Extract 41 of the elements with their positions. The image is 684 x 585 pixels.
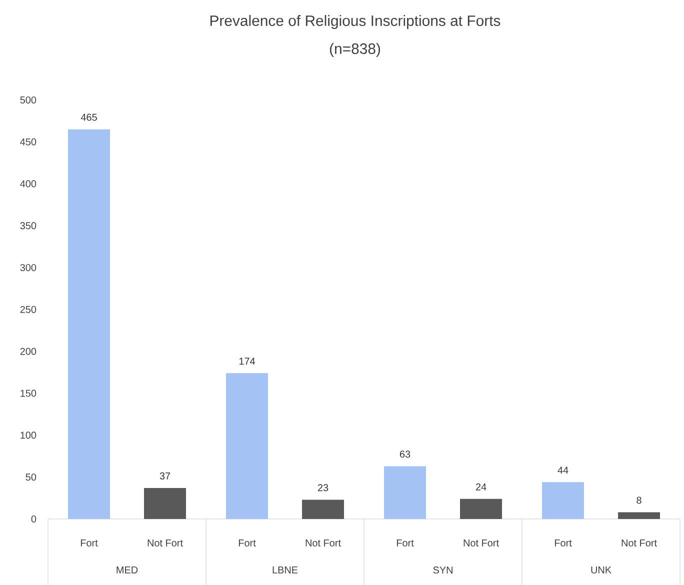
data-label: 8 [636,496,642,504]
text: Not Fort [148,539,183,546]
y-tick-label: 50 [26,473,36,481]
bar [618,512,660,519]
bar [226,373,268,519]
data-label: 23 [318,484,328,492]
y-tick-label: 0 [31,515,36,522]
text: Fort [238,539,256,546]
text: Not Fort [464,539,499,546]
x-tick-label: SYN [433,566,452,574]
y-tick-label: 150 [20,390,36,397]
data-label: 63 [400,450,410,458]
data-label: 465 [80,114,97,121]
data-label: 174 [239,358,256,365]
chart-title: Prevalence of Religious Inscriptions at Forts [210,14,500,29]
y-tick-label: 350 [20,222,36,230]
text: Fort [554,539,572,546]
y-tick-label: 300 [20,264,36,272]
y-tick-label: 400 [20,180,36,188]
bar [144,488,186,519]
data-label: 37 [160,472,170,480]
text: Not Fort [306,539,341,546]
bar [302,500,344,519]
chart-subtitle: (n=838) [330,42,380,57]
y-tick-label: 100 [20,432,36,439]
y-tick-label: 200 [20,348,36,355]
text: Not Fort [622,539,657,546]
x-tick-label: UNK [591,566,612,574]
data-label: 24 [476,483,486,490]
bar [68,129,110,519]
bar [384,466,426,519]
data-label: 44 [558,466,568,474]
text: Fort [80,539,98,546]
text: Fort [396,539,414,546]
x-tick-label: MED [116,566,138,574]
y-tick-label: 500 [20,96,36,104]
x-tick-label: LBNE [272,566,298,574]
y-tick-label: 450 [20,138,36,146]
bar [542,482,584,519]
bar [460,498,502,519]
y-tick-label: 250 [20,306,36,313]
